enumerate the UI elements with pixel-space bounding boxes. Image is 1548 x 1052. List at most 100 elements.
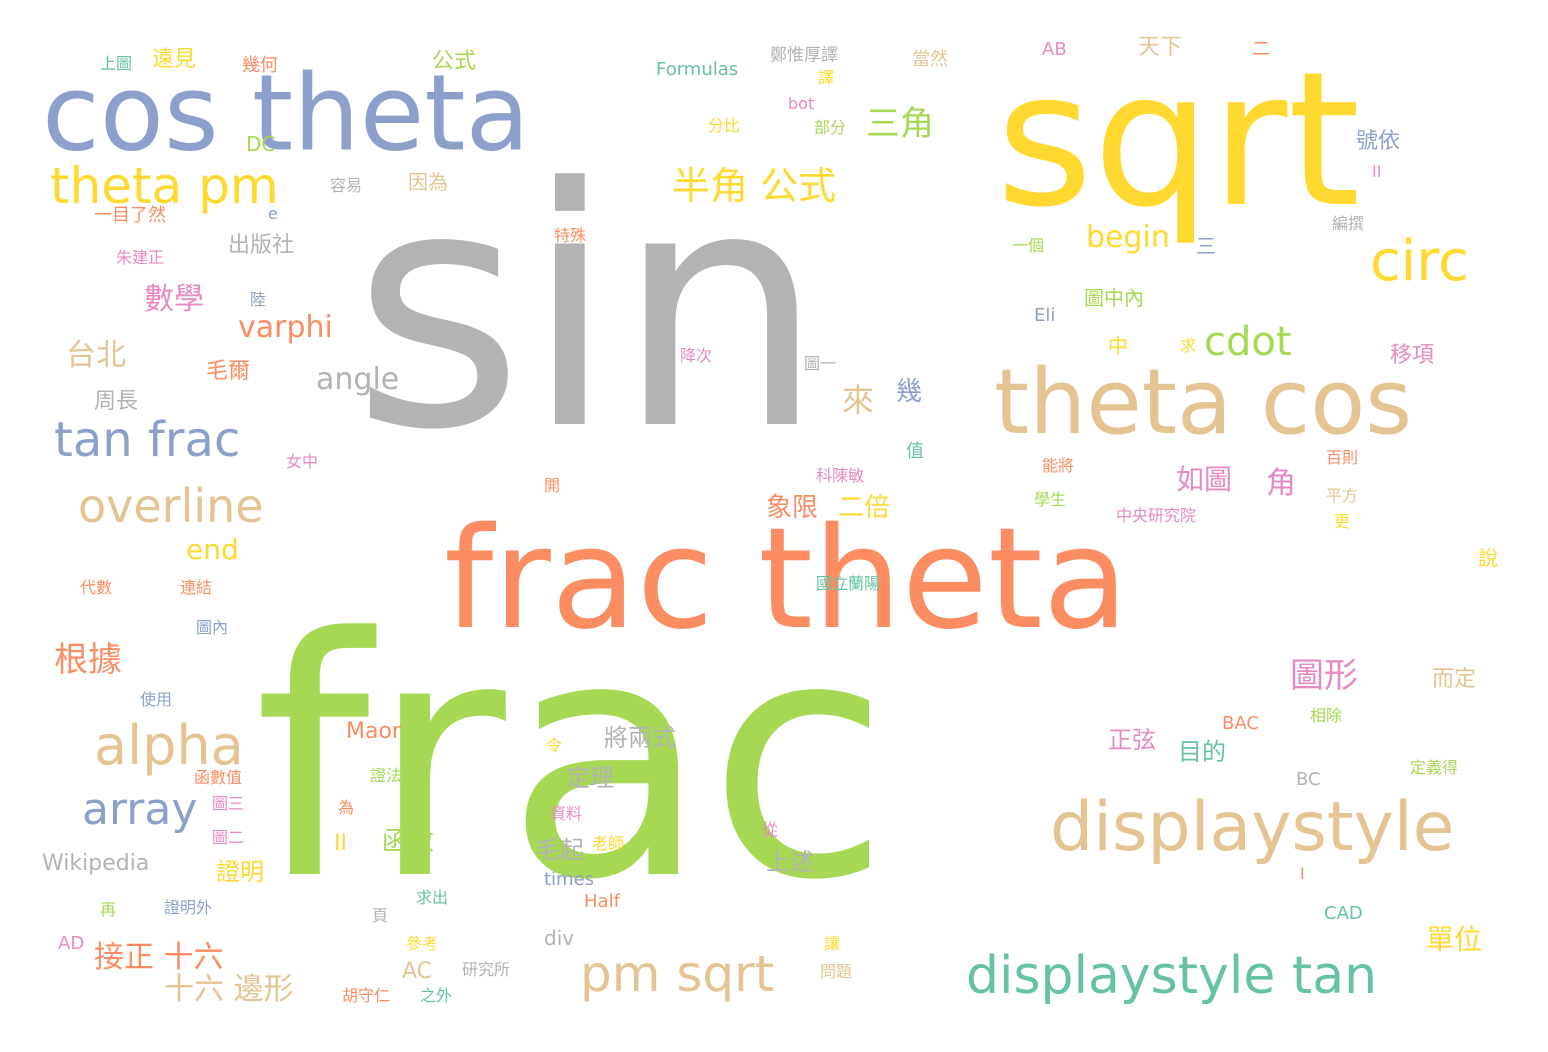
word: 天下 [1138,35,1183,60]
word: Eli [1034,305,1056,326]
word: 參考 [406,934,439,953]
word: 再 [100,900,117,919]
word: 函數值 [194,768,243,787]
word: 一個 [1012,236,1045,255]
word: div [544,926,575,950]
word: displaystyle tan [966,946,1378,1006]
word: cdot [1204,319,1292,365]
word: 毛爾 [206,359,251,384]
word: 上述 [766,848,814,876]
word: DC [246,132,276,156]
word: 公式 [432,49,477,74]
word: begin [1086,220,1170,255]
word: frac theta [444,498,1129,661]
word: 朱建正 [116,248,165,267]
word: cos theta [42,52,530,175]
word: 出版社 [228,233,295,258]
word: times [544,869,595,890]
word: 老師 [592,834,625,853]
word: 半角 公式 [672,164,837,208]
word: 圖二 [212,828,245,847]
word: 一目了然 [94,205,166,226]
word: I [1300,864,1305,883]
word: 令 [546,736,563,755]
word: AB [1042,39,1067,60]
word: 陸 [250,290,267,309]
word: 定義得 [1410,758,1459,777]
word: 百則 [1326,448,1359,467]
word: 三 [1196,234,1216,258]
word: 學生 [1034,490,1067,509]
word: 連結 [180,578,213,597]
word: 中 [1108,334,1128,358]
word: 幾 [896,377,923,407]
word: 容易 [330,176,363,195]
word: Maor [346,719,401,744]
word: angle [316,362,400,397]
word: 當然 [912,49,948,70]
word: 移項 [1390,343,1435,368]
word: theta pm [50,157,279,215]
word: II [1372,162,1382,181]
word: 圖形 [1290,656,1358,696]
word: 定理 [566,764,614,792]
word: 數學 [144,282,204,317]
word: 來 [842,381,875,419]
word: 平方 [1326,486,1359,505]
word: 求出 [416,888,449,907]
word: 因為 [408,170,448,194]
word: sqrt [996,31,1361,248]
word: 胡守仁 [342,986,391,1005]
word: 為 [338,798,355,817]
word: frac [254,568,890,952]
word: displaystyle [1050,788,1455,867]
word: 目的 [1178,738,1226,766]
word: 證明 [216,858,264,886]
word: 開 [544,476,561,495]
word: 三角 [866,104,934,144]
word: AC [402,959,433,984]
word: 科陳敏 [816,466,865,485]
word: 函數 [382,827,435,857]
word: 求 [1180,336,1197,355]
word: 二 [1252,39,1270,60]
word: BC [1296,769,1321,790]
word: AD [58,933,85,954]
word: 根據 [54,640,122,680]
word: 上圖 [100,54,133,73]
word: 部分 [814,118,847,137]
word: Wikipedia [42,851,150,876]
word: 分比 [708,116,741,135]
word: varphi [238,310,333,345]
word: 頁 [372,906,389,925]
word: 象限 [766,493,819,523]
word: alpha [94,714,244,777]
word: 使用 [140,690,173,709]
word: 十六 邊形 [164,972,294,1007]
word: sin [352,118,825,502]
word: tan frac [54,412,241,468]
word: CAD [1324,903,1363,924]
word: array [82,784,198,835]
word: Half [584,891,620,912]
word: 國立蘭陽 [816,574,881,593]
word: 圖三 [212,794,245,813]
word: 代數 [80,578,113,597]
word: BAC [1222,713,1259,734]
word: 中央研究院 [1116,506,1197,525]
word: pm sqrt [580,945,775,1003]
word: 周長 [94,389,139,414]
word: 編撰 [1332,214,1365,233]
word: 幾何 [242,55,278,76]
word: e [268,204,278,223]
word: 單位 [1426,923,1483,956]
word: 鄭惟厚譯 [770,45,838,66]
word: 正弦 [1108,726,1156,754]
word: 二倍 [838,493,891,523]
word: 遠見 [152,47,197,72]
word: 值 [906,441,924,462]
word: 問題 [820,962,853,981]
word: 將兩式 [604,724,676,752]
word: 圖內 [196,618,229,637]
